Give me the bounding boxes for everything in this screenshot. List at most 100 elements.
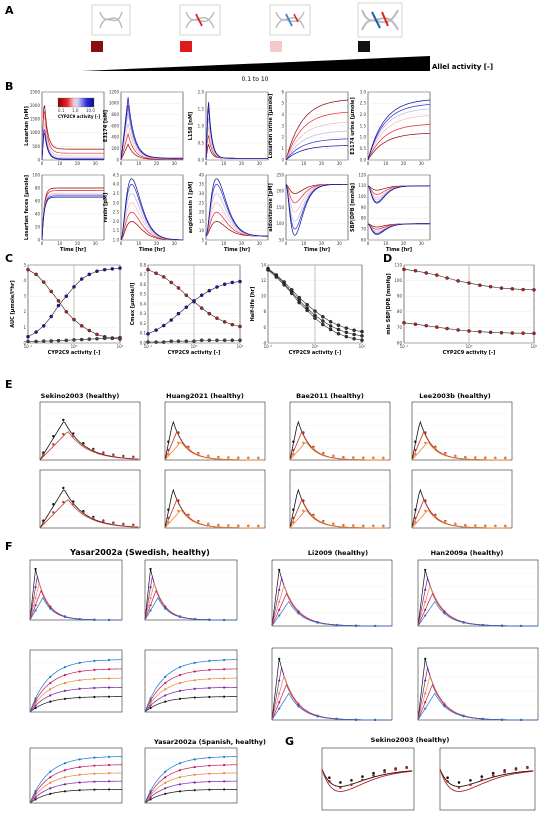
chart-B1-series-1 — [41, 110, 104, 161]
panel-f-point — [278, 657, 281, 660]
panel-f-series — [144, 756, 238, 804]
panel-f-point — [149, 609, 152, 612]
panel-e-frame — [164, 469, 266, 529]
chart-B7-ytick: 4.0 — [113, 182, 120, 187]
panel-g-point — [328, 780, 331, 783]
panel-a: 0.1 to 10 Allel activity [-] — [82, 2, 493, 83]
panel-f-chart-1-0 — [29, 649, 123, 713]
panel-f-point — [481, 624, 484, 627]
chart-D1-point — [424, 271, 429, 275]
panel-f-series — [417, 692, 539, 721]
panel-f-point — [208, 659, 211, 662]
panel-e-point — [167, 440, 170, 443]
panel-e-series — [164, 442, 264, 461]
panel-f-point — [108, 755, 111, 758]
panel-e-point — [424, 431, 427, 434]
chart-B4-series-3 — [285, 130, 349, 161]
chart-C2-point — [169, 339, 173, 343]
chart-C2-ytick: 0.1 — [140, 331, 147, 336]
panel-e-point — [122, 522, 125, 526]
panel-e-point — [352, 456, 355, 459]
panel-g-point — [514, 768, 518, 771]
panel-g-point — [361, 778, 364, 782]
chart-B4-ytick: 3 — [281, 123, 284, 128]
chart-C3-point — [313, 316, 317, 320]
panel-e-point — [227, 524, 230, 527]
panel-e-point — [187, 514, 190, 518]
panel-f-frame — [417, 647, 539, 721]
chart-C1-point — [26, 339, 30, 344]
panel-f-series — [144, 696, 238, 713]
chart-B10-xtick: 20 — [401, 241, 407, 246]
chart-C2-point — [146, 332, 150, 336]
panel-e-series — [411, 510, 511, 529]
panel-f-point — [149, 706, 152, 710]
panel-e-point — [352, 524, 355, 527]
panel-f-point — [500, 718, 504, 721]
panel-f-point — [424, 657, 427, 660]
chart-C2-point — [176, 339, 181, 343]
chart-B8-ytick: 20 — [199, 210, 205, 215]
colorbar — [57, 97, 95, 108]
panel-e-point — [247, 456, 250, 460]
panel-e-point — [454, 454, 457, 458]
panel-g-chart-1 — [439, 747, 536, 811]
chart-B3-ytick: 0.5 — [198, 140, 205, 145]
panel-f-point — [108, 677, 111, 680]
colorbar-label: CYP2C9 activity [-] — [58, 114, 100, 119]
panel-f-point — [193, 781, 196, 784]
chart-C3-point — [328, 327, 333, 332]
chart-D1-point — [488, 330, 493, 335]
panel-f-point — [149, 697, 152, 700]
dna-box-4 — [357, 2, 403, 38]
panel-f-point — [193, 758, 196, 761]
chart-D1-point — [510, 331, 515, 335]
panel-e-point — [237, 524, 240, 528]
chart-B1-ytick: 0 — [37, 157, 40, 162]
chart-B10: 60 70 80 90 100 110 120 0 10 20 30 SBP|DPB [mmHg] Ti… — [350, 172, 431, 253]
panel-e-chart-1-1 — [164, 469, 266, 529]
chart-B1: 0 500 1000 1500 2000 2500 0 10 20 30 Losartan [nM] — [24, 89, 105, 166]
chart-D1-point — [456, 328, 460, 332]
panel-f-series — [271, 600, 393, 627]
panel-f-point — [164, 787, 167, 790]
chart-D1-point — [435, 325, 439, 329]
panel-e-point — [464, 455, 467, 459]
chart-C1-point — [64, 338, 69, 343]
chart-B7-ytick: 2.5 — [113, 210, 120, 215]
panel-e-point — [237, 456, 240, 460]
panel-f-point — [93, 618, 96, 621]
panel-f-point — [78, 773, 81, 776]
panel-g-point — [457, 781, 461, 784]
panel-e-point — [382, 524, 385, 528]
panel-f-series — [144, 597, 238, 621]
panel-f-point — [316, 715, 319, 718]
chart-B1-series-3 — [41, 123, 104, 161]
chart-B4-xtick: 10 — [301, 161, 307, 166]
chart-B8-xtick: 10 — [221, 241, 227, 246]
panel-f-point — [149, 567, 152, 571]
panel-f-point — [49, 700, 52, 703]
panel-e-point — [167, 516, 170, 520]
chart-C1-point — [34, 330, 38, 334]
panel-g-series — [439, 768, 534, 792]
panel-letter-a: A — [5, 4, 14, 17]
panel-g-point — [350, 779, 353, 782]
panel-f-point — [63, 776, 67, 779]
chart-B6-series-0 — [41, 187, 104, 241]
chart-B5-series-3 — [367, 108, 431, 161]
panel-letter-c: C — [5, 252, 13, 265]
panel-f-point — [164, 781, 167, 784]
chart-C3-point — [344, 326, 349, 330]
panel-f-point — [223, 658, 226, 662]
panel-e-point — [414, 516, 417, 520]
chart-B3: 0.0 0.5 1.0 1.5 2.0 0 10 20 30 L158 [nM] — [188, 89, 269, 166]
panel-e-point — [342, 455, 345, 459]
chart-B4-xtick: 30 — [337, 161, 343, 166]
chart-C2-point — [207, 338, 212, 342]
panel-e-point — [414, 440, 417, 443]
chart-C2-point — [222, 282, 227, 287]
panel-g-series — [321, 768, 413, 787]
panel-f-point — [149, 586, 152, 589]
